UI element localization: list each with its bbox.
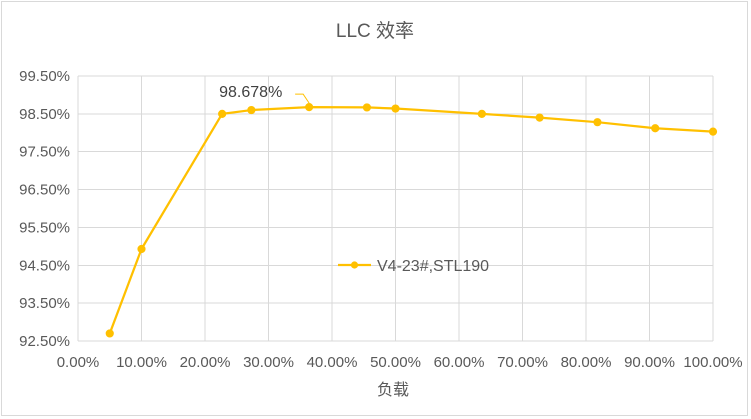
gridlines <box>77 75 714 342</box>
x-tick-label: 10.00% <box>116 354 167 371</box>
x-tick-label: 20.00% <box>180 354 231 371</box>
data-point[interactable] <box>651 124 660 133</box>
y-tick-label: 96.50% <box>19 182 70 199</box>
data-point[interactable] <box>247 105 256 115</box>
legend-label: V4-23#,STL190 <box>377 258 489 275</box>
legend[interactable]: V4-23#,STL190 <box>338 258 489 275</box>
data-point[interactable] <box>708 127 718 136</box>
x-tick-label: 70.00% <box>497 354 548 371</box>
x-tick-label: 60.00% <box>434 354 485 371</box>
x-tick-label: 40.00% <box>307 354 358 371</box>
data-point[interactable] <box>477 109 486 118</box>
y-tick-label: 99.50% <box>19 68 70 85</box>
y-tick-label: 92.50% <box>19 333 70 350</box>
y-tick-label: 93.50% <box>19 295 70 312</box>
legend-point-marker <box>350 261 359 269</box>
series-lines <box>108 105 714 334</box>
chart-title: LLC 效率 <box>336 20 414 42</box>
x-tick-label: 90.00% <box>624 354 675 371</box>
data-points <box>105 103 718 338</box>
y-tick-label: 95.50% <box>19 219 70 236</box>
x-tick-label: 0.00% <box>57 354 100 371</box>
x-tick-label: 50.00% <box>370 354 421 371</box>
data-point[interactable] <box>105 329 114 338</box>
x-tick-label: 30.00% <box>243 354 294 371</box>
x-tick-label: 80.00% <box>561 354 612 371</box>
data-label-leader <box>295 93 310 104</box>
data-point[interactable] <box>593 118 602 127</box>
annotations: 98.678% <box>219 84 310 104</box>
x-axis-title: 负载 <box>377 381 409 399</box>
y-tick-label: 97.50% <box>19 144 70 161</box>
series-line <box>108 105 714 334</box>
x-tick-label: 100.00% <box>683 354 742 371</box>
y-axis-ticks: 99.50% 98.50% 97.50% 96.50% 95.50% 94.50% 93.5… <box>19 68 70 350</box>
data-point[interactable] <box>391 104 400 113</box>
data-point[interactable] <box>305 103 314 112</box>
y-tick-label: 98.50% <box>19 106 70 123</box>
data-point[interactable] <box>218 109 227 118</box>
data-point[interactable] <box>362 103 372 112</box>
y-tick-label: 94.50% <box>19 257 70 274</box>
data-point[interactable] <box>535 113 544 122</box>
x-axis-ticks: 0.00% 10.00% 20.00% 30.00% 40.00% 50.00% 60.00… <box>57 354 743 371</box>
data-point[interactable] <box>137 244 146 254</box>
data-label: 98.678% <box>219 84 282 101</box>
